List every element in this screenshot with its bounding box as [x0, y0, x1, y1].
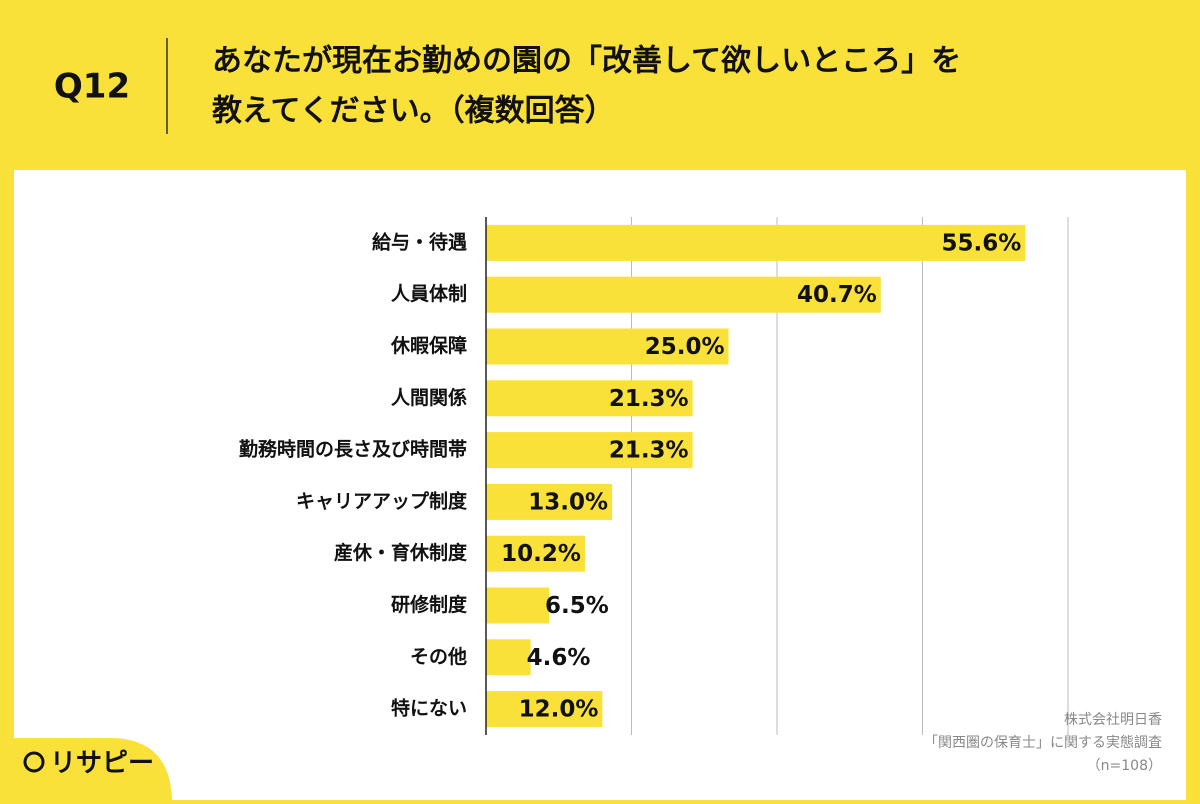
bar [486, 276, 881, 313]
bar [486, 432, 693, 469]
y-tick-label: キャリアアップ制度 [296, 489, 468, 512]
y-tick-label: 給与・待遇 [372, 230, 467, 253]
value-label: 4.6% [527, 645, 591, 671]
plot: 給与・待遇 55.6% 人員体制 40.7% 休暇保障 25.0% 人間関係 21.3% 勤務時… [239, 217, 1069, 735]
source: （n=108） [1087, 758, 1162, 774]
y-tick-label: 人間関係 [391, 386, 467, 409]
bar [486, 535, 585, 572]
value-label: 13.0% [528, 489, 608, 515]
value-label: 55.6% [942, 230, 1022, 256]
value-label: 10.2% [501, 541, 581, 567]
bar [486, 691, 603, 728]
value-label: 6.5% [545, 593, 609, 619]
value-label: 12.0% [519, 697, 599, 723]
brand-icon [23, 751, 45, 773]
bar [486, 224, 1026, 261]
value-label: 21.3% [609, 386, 689, 412]
bar [486, 380, 693, 417]
source: 株式会社明日香 [1064, 712, 1162, 728]
y-tick-label: その他 [410, 645, 467, 668]
title-line: あなたが現在お勤めの園の「改善して欲しいところ」を [212, 44, 961, 79]
y-tick-label: 勤務時間の長さ及び時間帯 [239, 438, 467, 461]
brand: リサピー [50, 749, 154, 779]
bar [486, 639, 531, 676]
bar [486, 483, 613, 520]
value-label: 25.0% [645, 334, 725, 360]
bar [486, 328, 729, 365]
title-line: 教えてください。（複数回答） [212, 94, 615, 129]
value-label: 21.3% [609, 438, 689, 464]
y-tick-label: 人員体制 [391, 282, 467, 305]
y-tick-label: 産休・育休制度 [334, 541, 468, 564]
source: 「関西圏の保育士」に関する実態調査 [924, 735, 1162, 751]
bar [486, 587, 550, 624]
y-tick-label: 研修制度 [391, 593, 468, 616]
y-tick-label: 休暇保障 [390, 334, 467, 357]
question-label: Q12 [54, 67, 130, 107]
y-tick-label: 特にない [391, 698, 467, 720]
brand-tab [0, 738, 172, 800]
value-label: 40.7% [797, 282, 877, 308]
